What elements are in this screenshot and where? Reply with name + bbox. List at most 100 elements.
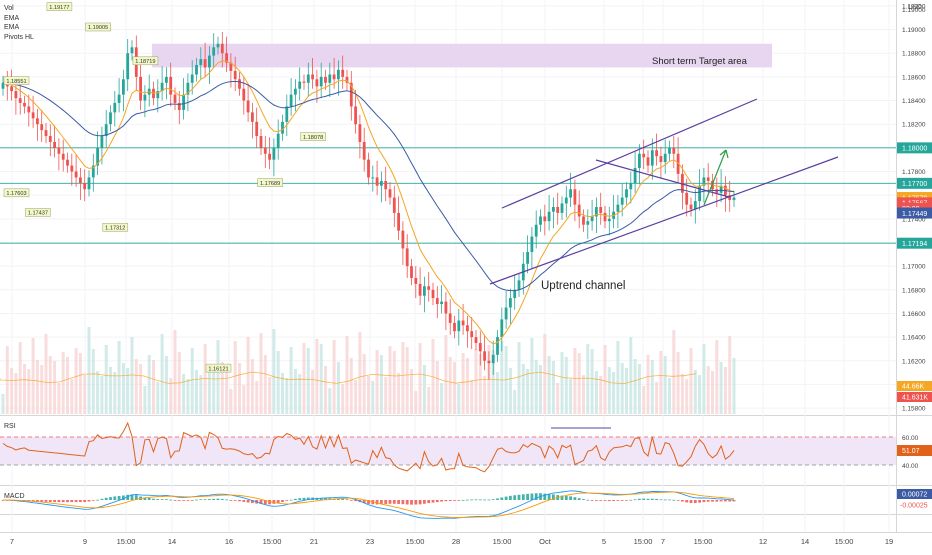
volume-bar [104, 345, 108, 414]
volume-bar [698, 375, 702, 414]
legend-item-ema-2[interactable]: EMA [4, 24, 20, 31]
volume-bar [388, 346, 392, 414]
x-tick-label: 21 [310, 537, 318, 546]
legend-item-ema-1[interactable]: EMA [4, 14, 20, 22]
uptrend-channel-label: Uptrend channel [541, 280, 625, 292]
volume-bar [152, 360, 155, 414]
macd-histogram-bar [367, 500, 370, 504]
target-area-zone [152, 43, 772, 68]
volume-bar [435, 361, 439, 414]
candle-body [328, 74, 332, 83]
macd-histogram-bar [147, 497, 151, 500]
volume-bar [586, 344, 590, 414]
macd-signal-line [3, 491, 735, 518]
volume-bar [371, 381, 375, 414]
y-tick-label: 1.17800 [902, 169, 926, 176]
macd-histogram-bar [715, 500, 719, 502]
macd-histogram-bar [530, 493, 534, 500]
volume-bar [332, 340, 336, 414]
volume-bar [560, 352, 564, 414]
volume-bar [44, 334, 48, 414]
volume-bar [663, 356, 667, 414]
volume-bar [220, 362, 224, 414]
macd-histogram-bar [448, 500, 452, 501]
candle-body [117, 94, 121, 103]
candle-body [474, 337, 478, 344]
rsi-pane-label[interactable]: RSI [4, 423, 16, 430]
legend-item-pivots[interactable]: Pivots HL [4, 33, 34, 41]
volume-bar [324, 366, 327, 414]
price-tag-level-2: 1.17700 [902, 181, 927, 188]
candle-body [91, 165, 95, 178]
macd-histogram-bar [251, 500, 254, 504]
volume-bar [164, 356, 168, 414]
candle-body [238, 79, 241, 89]
volume-bar [61, 352, 65, 414]
volume-bar [711, 371, 714, 414]
volume-bar [87, 327, 91, 414]
pivot-label: 1.16121 [208, 366, 228, 372]
volume-bar [556, 383, 560, 414]
price-tag-level-1-box [897, 142, 932, 154]
macd-histogram-bar [160, 499, 164, 500]
macd-histogram-bar [668, 499, 671, 501]
volume-bar [465, 358, 469, 414]
candle-body [410, 266, 413, 278]
macd-histogram-bar [195, 499, 198, 501]
candle-body [27, 106, 31, 113]
macd-histogram-bar [324, 498, 327, 500]
candle-body [719, 185, 723, 193]
candle-body [693, 201, 697, 210]
macd-histogram-bar [732, 500, 736, 502]
candle-body [242, 88, 246, 101]
candle-body [470, 331, 474, 338]
volume-bar [577, 353, 581, 414]
macd-histogram-bar [483, 499, 486, 501]
candle-body [405, 248, 409, 267]
legend-item-vol[interactable]: Vol [4, 5, 14, 12]
macd-histogram-bar [655, 498, 658, 500]
volume-bar [440, 383, 444, 414]
channel-lower-line [489, 156, 839, 285]
x-tick-label: 7 [661, 537, 665, 546]
macd-histogram-bar [182, 500, 185, 501]
candle-body [100, 136, 104, 148]
candle-body [547, 211, 551, 222]
macd-histogram-bar [607, 500, 611, 502]
volume-bar [547, 356, 551, 414]
macd-pane-label[interactable]: MACD [4, 493, 25, 500]
volume-bar [414, 391, 418, 414]
volume-bar [693, 370, 697, 414]
macd-histogram-bar [152, 498, 155, 500]
volume-bar [91, 349, 95, 414]
macd-histogram-bar [36, 500, 39, 502]
volume-bar [199, 375, 203, 414]
macd-histogram-bar [431, 500, 435, 503]
macd-histogram-bar [104, 497, 108, 500]
macd-histogram-bar [238, 500, 241, 502]
macd-histogram-bar [582, 499, 585, 500]
candle-body [663, 153, 667, 163]
volume-bar [173, 330, 177, 414]
candle-body [263, 147, 267, 154]
macd-histogram-bar [341, 498, 345, 500]
candle-body [220, 43, 224, 54]
candle-body [315, 79, 319, 87]
candle-body [564, 197, 568, 204]
macd-histogram-bar [272, 500, 276, 504]
macd-histogram-bar [612, 500, 615, 501]
volume-bar [276, 351, 280, 414]
pivot-label-box [132, 56, 159, 66]
macd-histogram-bar [435, 500, 439, 503]
volume-bar [685, 379, 689, 414]
volume-bar [182, 374, 186, 414]
volume-bar [117, 341, 121, 414]
pivot-label-box [46, 2, 73, 11]
candle-body [362, 141, 366, 160]
volume-bar [491, 350, 495, 414]
candle-body [638, 153, 641, 168]
macd-histogram-bar [91, 500, 95, 501]
volume-bar [113, 372, 117, 414]
macd-histogram-bar [513, 495, 517, 500]
